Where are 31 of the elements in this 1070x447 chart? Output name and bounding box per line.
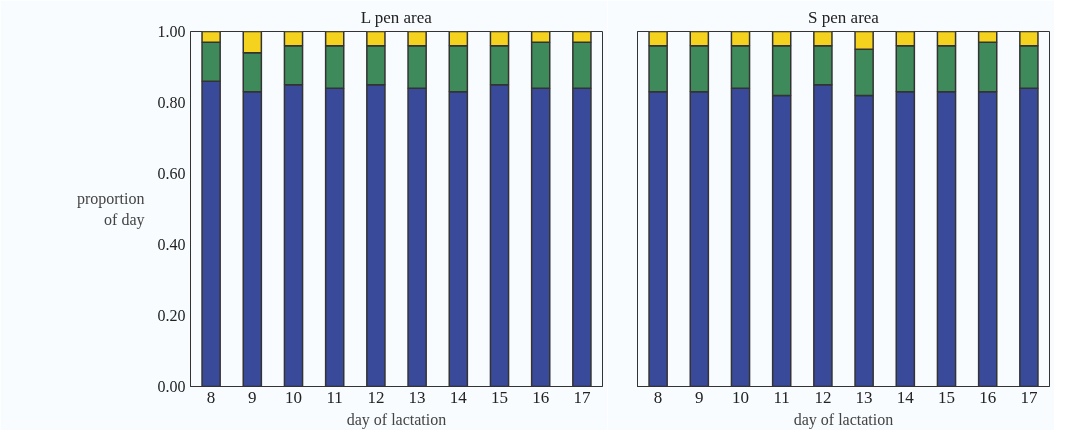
x-tick-label: 9 bbox=[695, 387, 704, 407]
x-tick-label: 16 bbox=[532, 387, 550, 407]
x-tick-label: 15 bbox=[491, 387, 508, 407]
x-tick-label: 15 bbox=[938, 387, 955, 407]
y-tick-label: 0.60 bbox=[157, 165, 186, 182]
chart-title: L pen area bbox=[360, 7, 433, 27]
x-tick-label: 11 bbox=[326, 387, 343, 407]
y-tick-label: 0.40 bbox=[157, 236, 186, 253]
y-tick-label: 0.20 bbox=[157, 307, 186, 324]
x-tick-label: 10 bbox=[732, 387, 749, 407]
x-axis-title: day of lactation bbox=[793, 410, 894, 429]
x-tick-label: 13 bbox=[855, 387, 873, 407]
x-axis-title: day of lactation bbox=[346, 410, 447, 429]
x-tick-label: 9 bbox=[248, 387, 257, 407]
x-tick-label: 10 bbox=[285, 387, 302, 407]
x-tick-label: 17 bbox=[1020, 387, 1038, 407]
y-axis-title: proportion of day bbox=[76, 190, 145, 229]
x-tick-label: 12 bbox=[367, 387, 385, 407]
x-tick-label: 8 bbox=[653, 387, 663, 407]
chart-title: S pen area bbox=[808, 7, 880, 27]
y-tick-label: 0.80 bbox=[157, 94, 186, 111]
x-tick-label: 14 bbox=[449, 387, 468, 407]
x-tick-label: 16 bbox=[979, 387, 997, 407]
x-tick-label: 12 bbox=[814, 387, 832, 407]
x-tick-label: 17 bbox=[573, 387, 591, 407]
x-tick-label: 11 bbox=[773, 387, 790, 407]
y-tick-label: 0.00 bbox=[157, 378, 186, 395]
x-tick-label: 8 bbox=[206, 387, 216, 407]
y-tick-label: 1.00 bbox=[157, 23, 186, 40]
x-tick-label: 13 bbox=[408, 387, 426, 407]
x-tick-label: 14 bbox=[896, 387, 915, 407]
